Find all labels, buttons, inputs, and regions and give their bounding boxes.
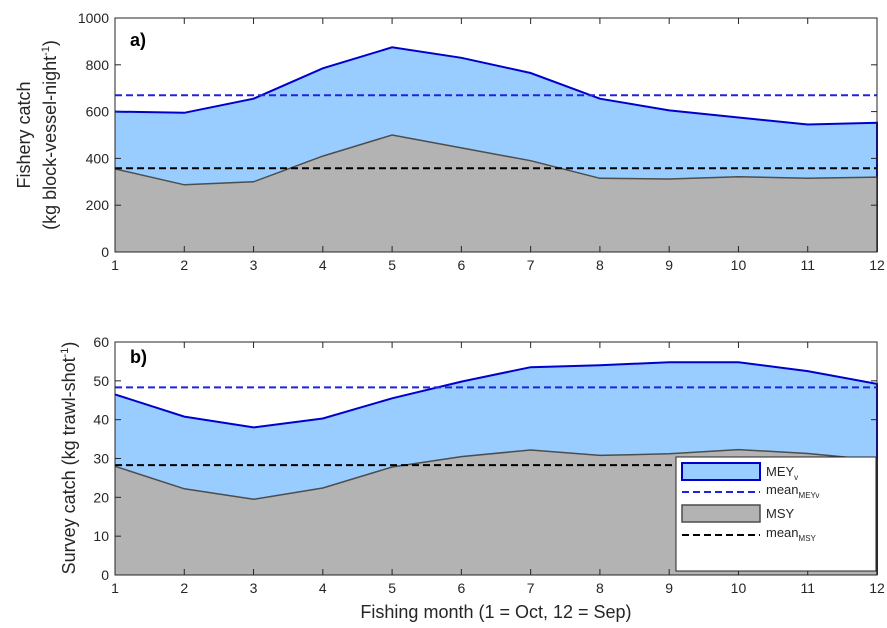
legend-label-mean-msy-main: mean xyxy=(766,525,799,540)
panel-a-x-tick-label: 6 xyxy=(457,257,465,273)
panel-a-y-tick-label: 800 xyxy=(86,57,110,73)
legend-label-mean-mey: meanMEYv xyxy=(766,482,819,500)
panel-b-msy-line xyxy=(114,448,878,575)
panel-b-mey-line xyxy=(114,361,878,575)
panel-b-x-tick-label: 2 xyxy=(180,580,188,596)
panel-a-ylabel-end: ) xyxy=(40,40,60,46)
legend-label-mey-sub: v xyxy=(794,473,798,482)
panel-b-y-tick-label: 50 xyxy=(93,373,109,389)
panel-b-x-tick-label: 5 xyxy=(388,580,396,596)
panel-a-x-tick-label: 11 xyxy=(800,257,815,273)
panel-b-y-tick-label: 10 xyxy=(93,528,109,544)
panel-a-x-tick-label: 12 xyxy=(869,257,885,273)
panel-a-mey-line xyxy=(114,46,878,252)
panel-b-x-tick-label: 11 xyxy=(800,580,815,596)
legend-swatch-mey xyxy=(681,462,761,481)
legend-label-msy: MSY xyxy=(766,506,795,521)
panel-a-y-tick-label: 200 xyxy=(86,197,110,213)
panel-b-ylabel-main: Survey catch (kg trawl-shot xyxy=(59,357,79,574)
panel-a-axes-frame xyxy=(114,17,878,253)
legend-swatch-msy xyxy=(681,504,761,523)
panel-a-x-tick-label: 1 xyxy=(111,257,119,273)
panel-a-ylabel-line2: (kg block-vessel-night-1) xyxy=(40,40,60,230)
panel-a-ylabel-main: (kg block-vessel-night xyxy=(40,56,60,230)
legend-label-mey: MEYv xyxy=(766,464,798,482)
panel-a-ylabel-line1: Fishery catch xyxy=(14,81,34,188)
panel-a-x-tick-label: 2 xyxy=(180,257,188,273)
panel-b-x-tick-label: 9 xyxy=(665,580,673,596)
panel-a-msy-line xyxy=(114,134,878,252)
panel-b-label: b) xyxy=(130,347,147,367)
panel-b-x-tick-label: 1 xyxy=(111,580,119,596)
panel-a-y-tick-label: 0 xyxy=(101,244,109,260)
legend-label-mey-main: MEY xyxy=(766,464,795,479)
panel-a-x-tick-label: 10 xyxy=(731,257,747,273)
panel-a-x-tick-label: 4 xyxy=(319,257,327,273)
panel-b-ylabel-end: ) xyxy=(59,342,79,348)
panel-b-x-tick-label: 8 xyxy=(596,580,604,596)
panel-b-x-tick-label: 7 xyxy=(527,580,535,596)
panel-a-x-tick-label: 9 xyxy=(665,257,673,273)
panel-a-y-tick-label: 1000 xyxy=(78,10,109,26)
panel-a-x-tick-label: 8 xyxy=(596,257,604,273)
legend: MEYv meanMEYv MSY meanMSY xyxy=(675,456,877,572)
panel-b-x-tick-label: 12 xyxy=(869,580,885,596)
panel-b-y-tick-label: 20 xyxy=(93,489,109,505)
panel-b-x-tick-label: 3 xyxy=(250,580,258,596)
panel-a-x-tick-label: 5 xyxy=(388,257,396,273)
panel-b-y-tick-label: 60 xyxy=(93,334,109,350)
panel-a-x-tick-label: 3 xyxy=(250,257,258,273)
legend-label-mean-msy-sub: MSY xyxy=(799,534,817,543)
panel-b-y-tick-label: 30 xyxy=(93,451,109,467)
panel-b-x-tick-label: 4 xyxy=(319,580,327,596)
legend-label-mean-mey-sub: MEYv xyxy=(799,491,820,500)
legend-label-mean-mey-main: mean xyxy=(766,482,799,497)
panel-b-ylabel-sup: -1 xyxy=(59,348,71,358)
panel-b-y-tick-label: 40 xyxy=(93,412,109,428)
panel-a-msy-area xyxy=(115,135,877,252)
legend-label-mean-msy: meanMSY xyxy=(766,525,817,543)
panel-a-y-tick-label: 600 xyxy=(86,104,110,120)
panel-a-y-tick-label: 400 xyxy=(86,150,110,166)
panel-a-label: a) xyxy=(130,30,146,50)
panel-b-y-tick-label: 0 xyxy=(101,567,109,583)
panel-b-x-tick-label: 10 xyxy=(731,580,747,596)
panel-b-x-tick-label: 6 xyxy=(457,580,465,596)
panel-b-ylabel: Survey catch (kg trawl-shot-1) xyxy=(59,342,79,575)
panel-a-ylabel-sup: -1 xyxy=(40,46,52,56)
panel-a-x-tick-label: 7 xyxy=(527,257,535,273)
x-axis-label: Fishing month (1 = Oct, 12 = Sep) xyxy=(360,602,631,622)
